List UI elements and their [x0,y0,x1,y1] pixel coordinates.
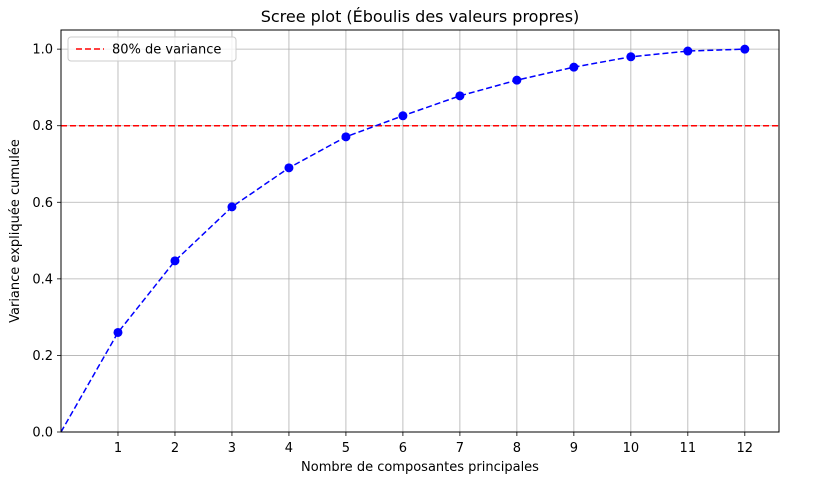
x-tick-label: 3 [228,441,236,456]
cumulative-variance-point [170,256,180,266]
plot-frame [60,29,780,433]
y-tick-label: 0.6 [32,196,53,211]
x-tick-label: 8 [513,441,521,456]
x-tick-label: 9 [570,441,578,456]
y-tick-label: 1.0 [32,43,53,58]
y-tick-label: 0.4 [32,272,53,287]
x-tick-label: 11 [680,441,697,456]
x-tick-label: 6 [399,441,407,456]
legend-label-80-variance: 80% de variance [112,43,221,58]
y-tick-label: 0.2 [32,349,53,364]
y-axis-ticks: 0.0 0.2 0.4 0.6 0.8 1.0 [32,43,61,441]
x-tick-label: 4 [285,441,293,456]
cumulative-variance-point [227,202,237,212]
cumulative-variance-point [740,44,750,54]
legend-box [67,36,237,62]
cumulative-variance-point [626,52,636,62]
x-tick-label: 5 [342,441,350,456]
x-axis-label: Nombre de composantes principales [301,460,539,475]
cumulative-variance-point [341,132,351,142]
cumulative-variance-point [113,327,123,337]
x-tick-label: 2 [171,441,179,456]
cumulative-variance-point [512,75,522,85]
grid [61,30,779,433]
x-tick-label: 12 [737,441,754,456]
y-axis-label: Variance expliquée cumulée [8,139,23,323]
series [60,44,750,433]
x-axis-ticks: 1 2 3 4 5 6 7 8 9 10 11 12 [114,432,753,456]
cumulative-variance-point [398,111,408,121]
cumulative-variance-point [569,62,579,72]
cumulative-variance-point [683,46,693,56]
y-tick-label: 0.0 [32,426,53,441]
x-tick-label: 1 [114,441,122,456]
chart-title: Scree plot (Éboulis des valeurs propres) [261,7,580,26]
x-tick-label: 10 [623,441,640,456]
x-tick-label: 7 [456,441,464,456]
y-tick-label: 0.8 [32,119,53,134]
cumulative-variance-point [284,163,294,173]
cumulative-variance-point [455,91,465,101]
legend: 80% de variance [67,36,237,62]
